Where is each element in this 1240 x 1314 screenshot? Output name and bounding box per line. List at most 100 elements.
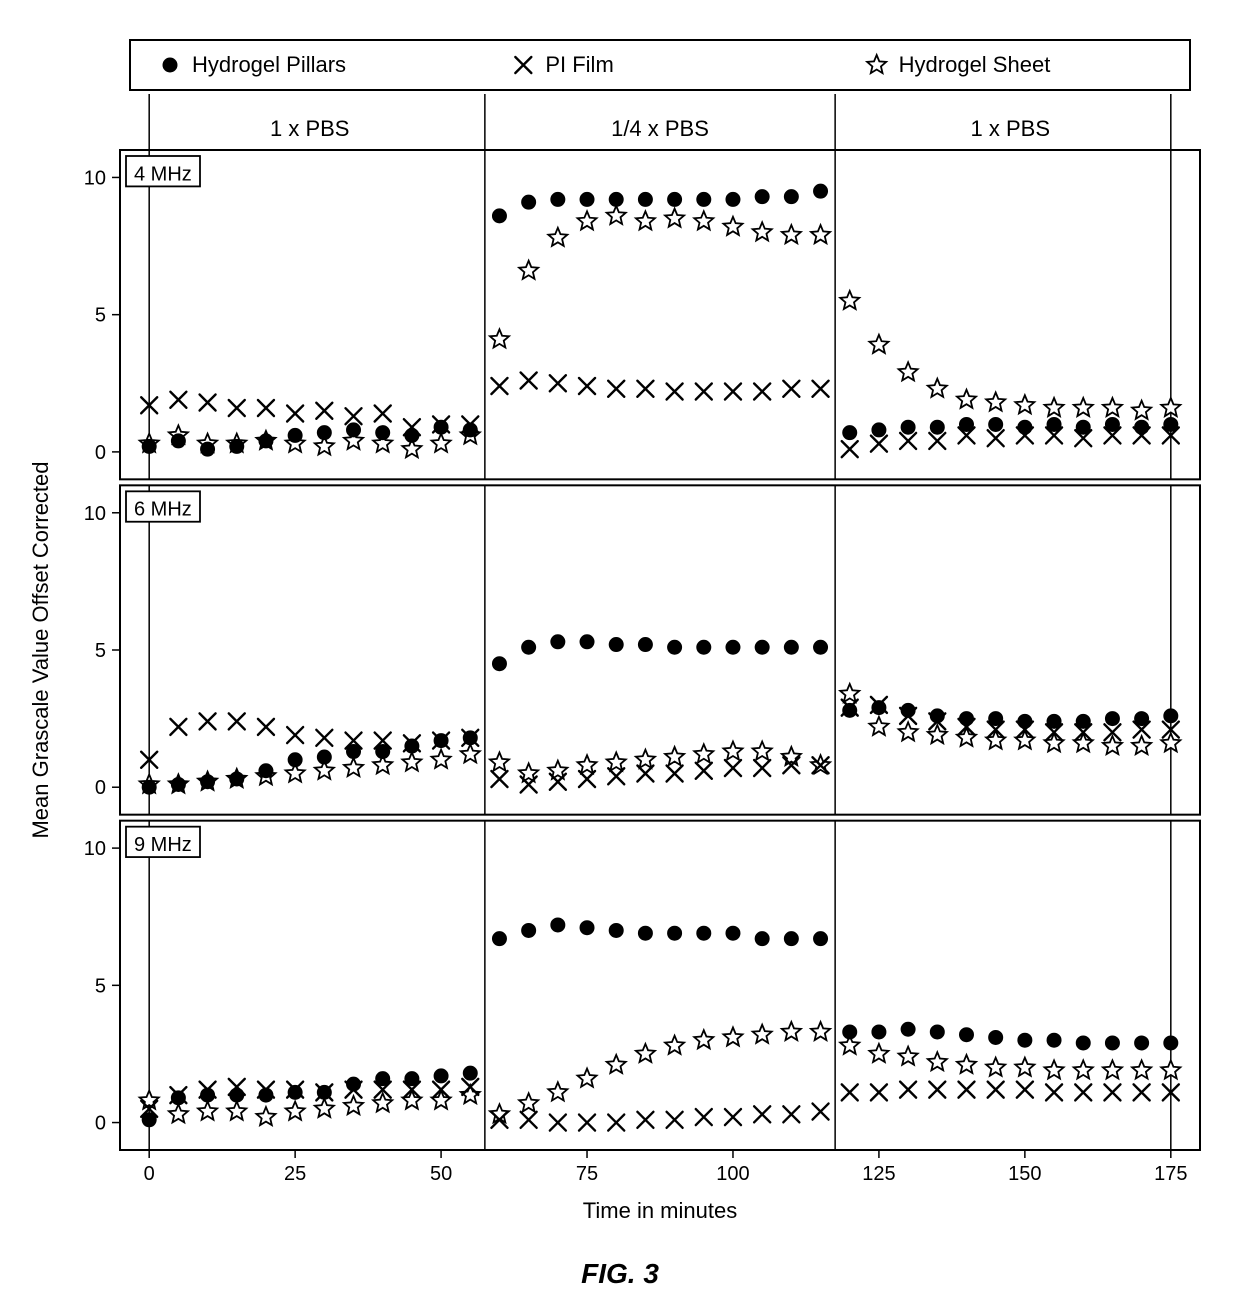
panel: 0 5 10 6 MHz bbox=[84, 485, 1200, 814]
marker-circle bbox=[872, 701, 886, 715]
marker-circle bbox=[1105, 417, 1119, 431]
marker-circle bbox=[171, 777, 185, 791]
marker-circle bbox=[638, 638, 652, 652]
marker-circle bbox=[492, 209, 506, 223]
marker-circle bbox=[522, 195, 536, 209]
marker-circle bbox=[872, 1025, 886, 1039]
marker-circle bbox=[201, 442, 215, 456]
marker-circle bbox=[1047, 417, 1061, 431]
marker-circle bbox=[784, 932, 798, 946]
marker-circle bbox=[405, 1072, 419, 1086]
y-axis-label: Mean Grascale Value Offset Corrected bbox=[28, 461, 53, 838]
marker-circle bbox=[609, 638, 623, 652]
marker-circle bbox=[551, 192, 565, 206]
marker-circle bbox=[668, 192, 682, 206]
marker-circle bbox=[989, 712, 1003, 726]
panel-label: 6 MHz bbox=[134, 499, 192, 521]
marker-circle bbox=[668, 926, 682, 940]
marker-circle bbox=[1164, 709, 1178, 723]
marker-circle bbox=[638, 926, 652, 940]
marker-circle bbox=[288, 753, 302, 767]
marker-circle bbox=[726, 192, 740, 206]
marker-circle bbox=[1076, 420, 1090, 434]
marker-circle bbox=[901, 1022, 915, 1036]
marker-circle bbox=[492, 932, 506, 946]
marker-circle bbox=[347, 423, 361, 437]
y-tick-label: 10 bbox=[84, 503, 106, 525]
marker-circle bbox=[814, 932, 828, 946]
marker-circle bbox=[1047, 1033, 1061, 1047]
marker-circle bbox=[580, 192, 594, 206]
marker-circle bbox=[434, 734, 448, 748]
marker-circle bbox=[755, 190, 769, 204]
marker-circle bbox=[930, 709, 944, 723]
figure-caption: FIG. 3 bbox=[20, 1258, 1220, 1290]
marker-circle bbox=[376, 426, 390, 440]
marker-circle bbox=[201, 1088, 215, 1102]
marker-circle bbox=[142, 1113, 156, 1127]
marker-circle bbox=[1135, 1036, 1149, 1050]
marker-circle bbox=[959, 417, 973, 431]
marker-circle bbox=[989, 1030, 1003, 1044]
marker-circle bbox=[989, 417, 1003, 431]
marker-circle bbox=[259, 434, 273, 448]
marker-circle bbox=[843, 703, 857, 717]
panel-label: 4 MHz bbox=[134, 163, 192, 185]
marker-circle bbox=[317, 426, 331, 440]
marker-circle bbox=[843, 426, 857, 440]
marker-circle bbox=[317, 750, 331, 764]
region-label: 1/4 x PBS bbox=[611, 116, 709, 141]
panel: 05104 MHz bbox=[84, 150, 1200, 479]
y-tick-label: 5 bbox=[95, 640, 106, 662]
marker-circle bbox=[1135, 712, 1149, 726]
x-tick-label: 50 bbox=[430, 1163, 452, 1185]
marker-circle bbox=[1076, 714, 1090, 728]
region-label: 1 x PBS bbox=[270, 116, 349, 141]
marker-circle bbox=[230, 439, 244, 453]
marker-circle bbox=[288, 428, 302, 442]
marker-circle bbox=[492, 657, 506, 671]
marker-circle bbox=[142, 439, 156, 453]
marker-circle bbox=[784, 640, 798, 654]
marker-circle bbox=[1076, 1036, 1090, 1050]
marker-circle bbox=[814, 184, 828, 198]
marker-circle bbox=[1018, 420, 1032, 434]
marker-circle bbox=[814, 640, 828, 654]
y-tick-label: 0 bbox=[95, 1113, 106, 1135]
marker-circle bbox=[959, 712, 973, 726]
marker-circle bbox=[726, 640, 740, 654]
marker-circle bbox=[259, 1088, 273, 1102]
x-tick-label: 150 bbox=[1008, 1163, 1041, 1185]
x-tick-label: 125 bbox=[862, 1163, 895, 1185]
x-tick-label: 100 bbox=[716, 1163, 749, 1185]
marker-circle bbox=[201, 775, 215, 789]
y-tick-label: 5 bbox=[95, 305, 106, 327]
marker-circle bbox=[1135, 420, 1149, 434]
marker-circle bbox=[1047, 714, 1061, 728]
panel: 0 5 10 9 MHz bbox=[84, 821, 1200, 1150]
marker-circle bbox=[551, 635, 565, 649]
y-tick-label: 10 bbox=[84, 838, 106, 860]
marker-circle bbox=[405, 739, 419, 753]
legend: Hydrogel PillarsPI FilmHydrogel Sheet bbox=[130, 40, 1190, 90]
marker-circle bbox=[317, 1085, 331, 1099]
marker-circle bbox=[784, 190, 798, 204]
legend-label: Hydrogel Sheet bbox=[899, 52, 1051, 77]
marker-circle bbox=[638, 192, 652, 206]
marker-circle bbox=[434, 1069, 448, 1083]
panel-label: 9 MHz bbox=[134, 834, 192, 856]
marker-circle bbox=[171, 1091, 185, 1105]
marker-circle bbox=[463, 423, 477, 437]
x-axis-label: Time in minutes bbox=[583, 1198, 737, 1223]
marker-circle bbox=[726, 926, 740, 940]
marker-circle bbox=[1164, 1036, 1178, 1050]
marker-circle bbox=[522, 923, 536, 937]
marker-circle bbox=[1105, 712, 1119, 726]
legend-label: PI Film bbox=[545, 52, 613, 77]
marker-circle bbox=[551, 918, 565, 932]
y-tick-label: 5 bbox=[95, 975, 106, 997]
marker-circle bbox=[697, 192, 711, 206]
x-tick-label: 0 bbox=[144, 1163, 155, 1185]
y-tick-label: 0 bbox=[95, 777, 106, 799]
marker-circle bbox=[230, 772, 244, 786]
